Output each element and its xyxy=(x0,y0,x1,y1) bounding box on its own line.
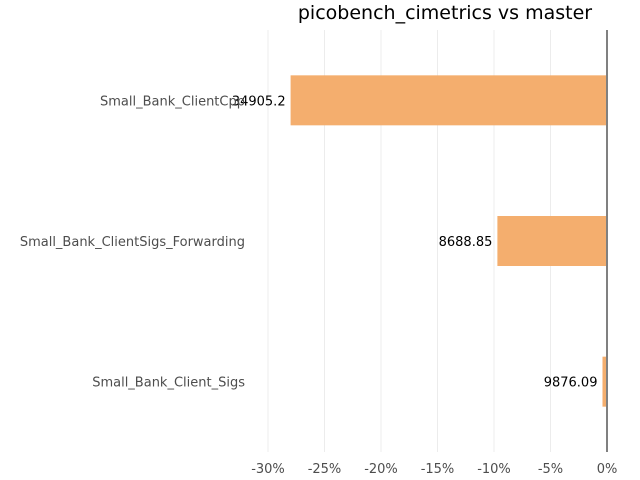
chart-title: picobench_cimetrics vs master xyxy=(298,2,592,24)
bars xyxy=(290,75,607,407)
x-tick-label: -25% xyxy=(308,462,342,477)
x-tick-label: -10% xyxy=(477,462,511,477)
category-label: Small_Bank_ClientCpp xyxy=(100,94,245,109)
data-labels: 34905.2 8688.85 9876.09 xyxy=(232,94,598,390)
x-tick-label: 0% xyxy=(597,462,618,477)
bar xyxy=(497,216,607,266)
category-label: Small_Bank_Client_Sigs xyxy=(92,376,245,391)
data-label: 34905.2 xyxy=(232,94,286,109)
category-label: Small_Bank_ClientSigs_Forwarding xyxy=(20,235,245,250)
x-tick-label: -5% xyxy=(538,462,563,477)
x-tick-label: -15% xyxy=(421,462,455,477)
bar xyxy=(290,75,607,126)
data-label: 8688.85 xyxy=(439,235,493,250)
data-label: 9876.09 xyxy=(544,376,598,391)
x-axis-ticks: -30% -25% -20% -15% -10% -5% 0% xyxy=(251,462,617,477)
x-tick-label: -20% xyxy=(364,462,398,477)
category-labels: Small_Bank_ClientCpp Small_Bank_ClientSig… xyxy=(20,94,245,390)
bar xyxy=(602,356,607,407)
x-tick-label: -30% xyxy=(251,462,285,477)
